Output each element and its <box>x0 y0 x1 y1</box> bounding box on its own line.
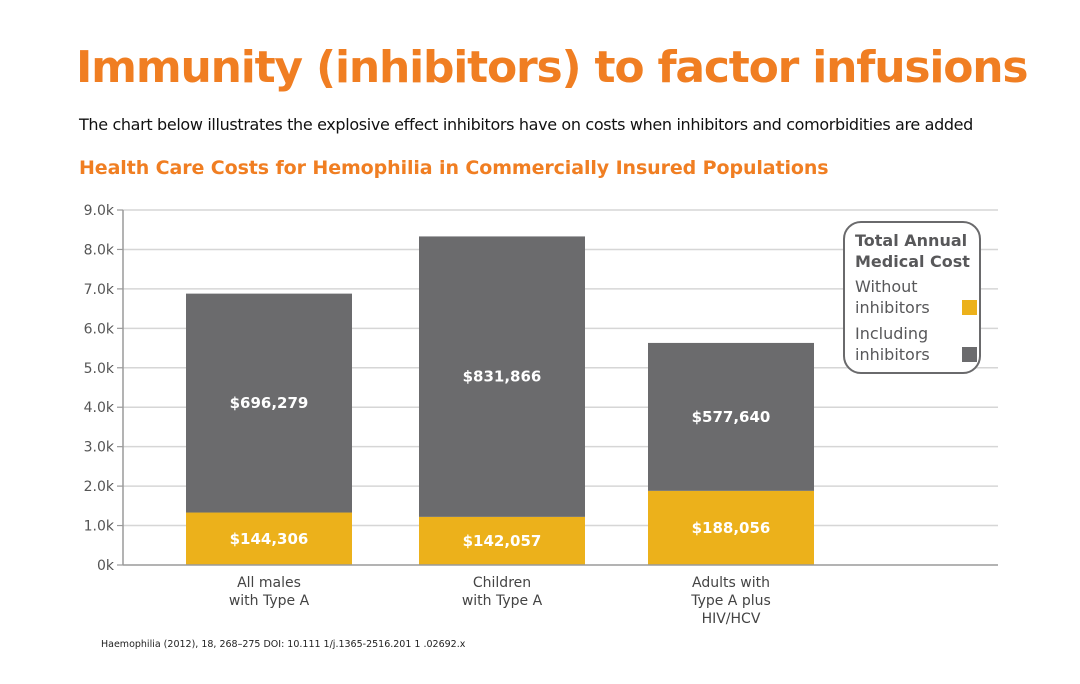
bar-children-without-inhibitors <box>419 516 585 565</box>
bar-all-males-without-inhibitors <box>186 512 352 565</box>
legend-label-including-inhibitors: Including inhibitors <box>855 324 930 364</box>
x-category-label: Children <box>473 575 531 591</box>
page-subtitle: The chart below illustrates the explosiv… <box>79 115 973 134</box>
y-tick-label: 8.0k <box>84 242 115 258</box>
x-category-label: Adults with <box>692 575 770 591</box>
bar-all-males-including-inhibitors <box>186 293 352 513</box>
page-title: Immunity (inhibitors) to factor infusion… <box>76 42 1029 93</box>
bar-adults-without-inhibitors <box>648 490 814 565</box>
data-label-adults-without-inhibitors: $188,056 <box>692 519 771 537</box>
data-label-adults-including-inhibitors: $577,640 <box>692 408 771 426</box>
y-tick-label: 4.0k <box>84 400 115 416</box>
y-tick-label: 0k <box>97 558 115 574</box>
x-category-label: HIV/HCV <box>702 611 761 627</box>
x-category-label: with Type A <box>229 593 310 609</box>
legend-item-including-inhibitors: Including inhibitors <box>855 323 977 365</box>
y-tick-label: 1.0k <box>84 519 115 535</box>
x-category-label: All males <box>237 575 301 591</box>
bars <box>186 236 814 565</box>
data-label-children-without-inhibitors: $142,057 <box>463 532 542 550</box>
chart-legend: Total Annual Medical Cost Without inhibi… <box>843 221 981 374</box>
source-citation: Haemophilia (2012), 18, 268–275 DOI: 10.… <box>101 639 466 650</box>
axes <box>117 209 998 566</box>
chart-title: Health Care Costs for Hemophilia in Comm… <box>79 157 829 179</box>
legend-swatch-without-inhibitors <box>962 300 977 315</box>
data-label-all-males-including-inhibitors: $696,279 <box>230 394 309 412</box>
legend-swatch-including-inhibitors <box>962 347 977 362</box>
y-tick-label: 6.0k <box>84 321 115 337</box>
labels: 0k 1.0k 2.0k 3.0k 4.0k 5.0k 6.0k 7.0k 8.0k 9.0k $1… <box>84 203 771 627</box>
x-category-label: with Type A <box>462 593 543 609</box>
bar-adults-including-inhibitors <box>648 342 814 491</box>
data-label-all-males-without-inhibitors: $144,306 <box>230 530 309 548</box>
x-category-label: Type A plus <box>690 593 771 609</box>
data-label-children-including-inhibitors: $831,866 <box>463 368 542 386</box>
y-tick-label: 9.0k <box>84 203 115 219</box>
y-tick-label: 2.0k <box>84 479 115 495</box>
y-tick-label: 3.0k <box>84 440 115 456</box>
legend-title: Total Annual Medical Cost <box>855 231 970 271</box>
bar-children-including-inhibitors <box>419 236 585 517</box>
legend-label-without-inhibitors: Without inhibitors <box>855 277 930 317</box>
y-tick-label: 7.0k <box>84 282 115 298</box>
y-tick-label: 5.0k <box>84 361 115 377</box>
legend-item-without-inhibitors: Without inhibitors <box>855 276 977 318</box>
